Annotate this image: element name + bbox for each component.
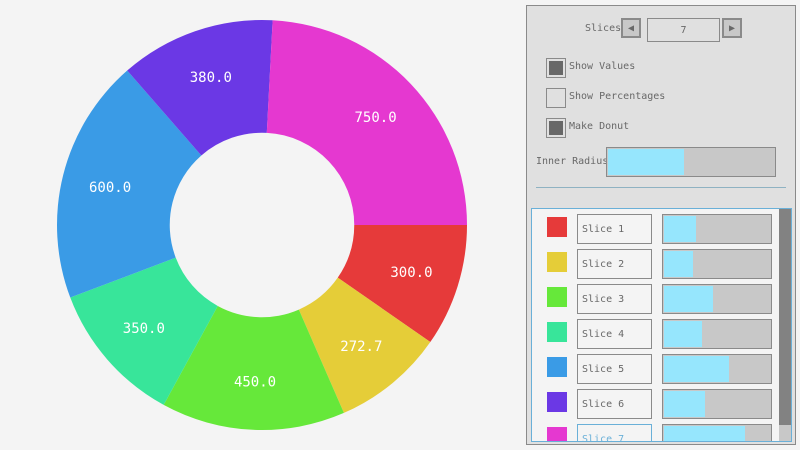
divider xyxy=(536,187,786,188)
slice-name-field[interactable]: Slice 7 xyxy=(577,424,652,441)
slice-row: Slice 5 xyxy=(532,349,777,384)
donut-slice xyxy=(298,277,431,413)
slice-name-field[interactable]: Slice 6 xyxy=(577,389,652,419)
slice-value-label: 380.0 xyxy=(190,70,232,86)
donut-slice xyxy=(337,225,467,343)
scrollbar[interactable] xyxy=(779,209,791,441)
donut-slice xyxy=(163,305,344,431)
make-donut-checkbox[interactable] xyxy=(546,118,566,138)
slice-value-fill xyxy=(664,321,702,347)
slice-color-swatch[interactable] xyxy=(547,322,567,342)
triangle-right-icon: ▶ xyxy=(728,22,736,34)
slice-row: Slice 1 xyxy=(532,209,777,244)
slice-value-slider[interactable] xyxy=(662,284,772,314)
slices-increment-button[interactable]: ▶ xyxy=(722,18,742,38)
slice-name-field[interactable]: Slice 2 xyxy=(577,249,652,279)
show-values-checkbox[interactable] xyxy=(546,58,566,78)
slice-value-slider[interactable] xyxy=(662,214,772,244)
show-percentages-label: Show Percentages xyxy=(569,91,666,102)
slice-color-swatch[interactable] xyxy=(547,287,567,307)
slice-row: Slice 4 xyxy=(532,314,777,349)
slice-value-label: 450.0 xyxy=(234,374,276,390)
scrollbar-thumb[interactable] xyxy=(779,209,791,425)
slice-name-field[interactable]: Slice 4 xyxy=(577,319,652,349)
slice-value-slider[interactable] xyxy=(662,249,772,279)
donut-chart: 300.0 272.7 450.0 350.0 600.0 380.0 750.0 xyxy=(57,20,467,431)
slice-row: Slice 7 xyxy=(532,419,777,441)
slice-value-slider[interactable] xyxy=(662,389,772,419)
slice-value-fill xyxy=(664,356,729,382)
make-donut-label: Make Donut xyxy=(569,121,630,132)
slice-value-slider[interactable] xyxy=(662,319,772,349)
slices-value-field[interactable]: 7 xyxy=(647,18,720,42)
slice-value-label: 300.0 xyxy=(390,265,432,281)
donut-slice xyxy=(70,257,218,405)
slice-color-swatch[interactable] xyxy=(547,357,567,377)
slice-name-field[interactable]: Slice 5 xyxy=(577,354,652,384)
donut-slice xyxy=(266,20,467,225)
slice-value-label: 750.0 xyxy=(355,110,397,126)
slice-value-slider[interactable] xyxy=(662,354,772,384)
slices-decrement-button[interactable]: ◀ xyxy=(621,18,641,38)
slice-value-fill xyxy=(664,216,697,242)
donut-slice xyxy=(127,20,273,156)
slices-label: Slices xyxy=(585,23,622,34)
slice-value-fill xyxy=(664,426,745,441)
slice-value-label: 350.0 xyxy=(123,321,165,337)
slice-color-swatch[interactable] xyxy=(547,217,567,237)
slice-list: Slice 1 Slice 2 Slice 3 Slice 4 Slice 5 … xyxy=(531,208,792,442)
slice-value-fill xyxy=(664,391,706,417)
show-values-label: Show Values xyxy=(569,61,636,72)
slice-color-swatch[interactable] xyxy=(547,252,567,272)
donut-slice xyxy=(57,70,202,298)
slice-row: Slice 6 xyxy=(532,384,777,419)
inner-radius-label: Inner Radius xyxy=(536,156,609,167)
triangle-left-icon: ◀ xyxy=(627,22,635,34)
slice-value-slider[interactable] xyxy=(662,424,772,441)
slice-row: Slice 3 xyxy=(532,279,777,314)
show-percentages-checkbox[interactable] xyxy=(546,88,566,108)
slice-value-fill xyxy=(664,251,694,277)
inner-radius-slider[interactable] xyxy=(606,147,776,177)
slice-name-field[interactable]: Slice 3 xyxy=(577,284,652,314)
slice-value-label: 600.0 xyxy=(89,180,131,196)
inner-radius-fill xyxy=(608,149,684,175)
slice-name-field[interactable]: Slice 1 xyxy=(577,214,652,244)
slice-value-label: 272.7 xyxy=(340,339,382,355)
slice-color-swatch[interactable] xyxy=(547,427,567,441)
slice-color-swatch[interactable] xyxy=(547,392,567,412)
slice-row: Slice 2 xyxy=(532,244,777,279)
control-panel: Slices ◀ 7 ▶ Show Values Show Percentage… xyxy=(526,5,796,445)
slice-value-fill xyxy=(664,286,713,312)
